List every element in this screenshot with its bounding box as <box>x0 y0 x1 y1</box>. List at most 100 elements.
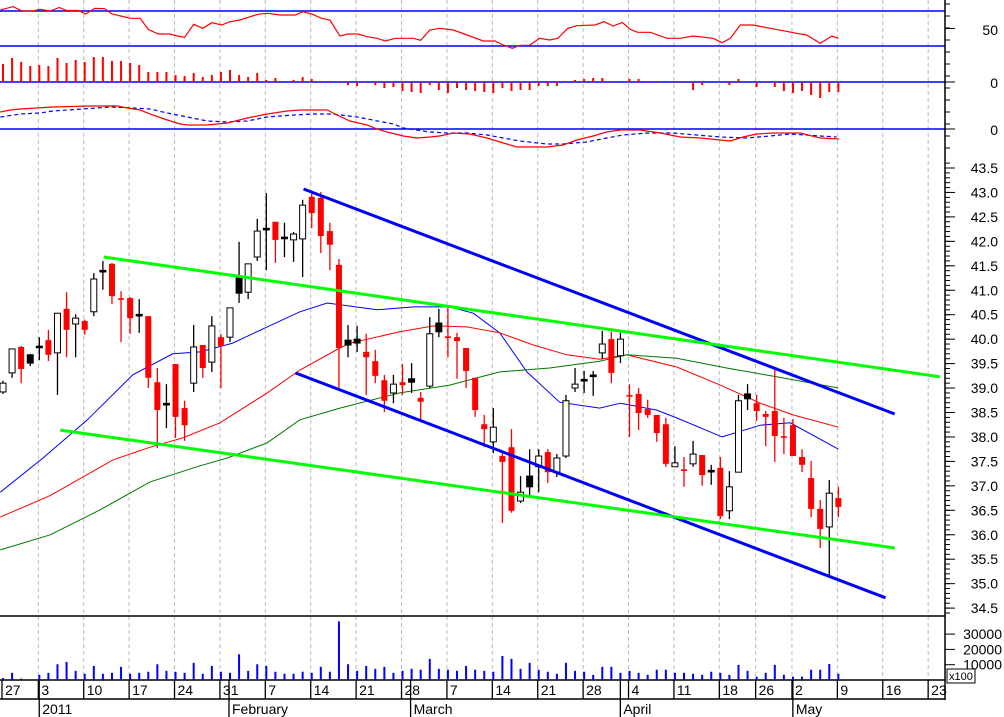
candle-body <box>753 403 760 412</box>
candle-body <box>108 263 115 297</box>
candle <box>780 417 787 455</box>
candle-body <box>444 336 451 338</box>
price-axis-label: 35.5 <box>971 551 998 567</box>
candle <box>35 337 43 361</box>
candle <box>18 345 25 384</box>
candle <box>535 449 543 493</box>
volume-unit-label: x100 <box>949 671 973 683</box>
candle-body <box>181 408 188 426</box>
price-axis-label: 42.5 <box>971 209 998 225</box>
candle-body <box>725 486 733 512</box>
candle-body <box>154 382 161 411</box>
candle <box>353 325 361 352</box>
candle <box>463 347 470 389</box>
month-label: March <box>414 701 453 717</box>
candle-body <box>825 492 833 528</box>
price-axis-label: 39.5 <box>971 356 998 372</box>
candle-body <box>544 452 551 473</box>
price-axis-label: 36.5 <box>971 502 998 518</box>
rsi-axis-label: 50 <box>982 22 998 38</box>
candle <box>744 384 752 411</box>
candle-body <box>162 402 170 406</box>
candle <box>118 291 125 343</box>
candle-body <box>580 378 588 382</box>
candle <box>272 221 279 263</box>
candle-body <box>172 364 179 417</box>
candle <box>299 199 307 278</box>
candle-body <box>280 236 288 240</box>
candle-body <box>717 467 724 517</box>
candle <box>262 192 270 271</box>
price-axis-label: 40.5 <box>971 307 998 323</box>
candle-body <box>589 374 597 378</box>
candle <box>399 364 406 395</box>
trend-line-lower-blue-channel <box>294 371 887 600</box>
price-axis-label: 39.0 <box>971 380 998 396</box>
candle <box>734 394 742 473</box>
candle <box>417 391 424 421</box>
candle <box>135 299 143 333</box>
price-axis-label: 41.0 <box>971 282 998 298</box>
date-tick-label: 9 <box>840 682 848 698</box>
candle-body <box>353 338 361 344</box>
candle <box>253 218 261 261</box>
candle <box>616 332 624 364</box>
candle-body <box>226 307 234 338</box>
volume-axis-label: 20000 <box>963 641 1002 657</box>
date-tick-label: 31 <box>223 682 239 698</box>
candle-body <box>290 233 298 241</box>
month-label: February <box>232 701 288 717</box>
candle <box>72 314 80 358</box>
candle-body <box>272 221 279 240</box>
candle-body <box>299 204 307 240</box>
month-label: 2011 <box>42 701 72 717</box>
candle <box>344 324 352 358</box>
candle-body <box>817 508 824 529</box>
candle <box>8 348 16 378</box>
candle <box>26 353 34 367</box>
candle <box>181 400 188 441</box>
date-tick-label: 11 <box>677 682 692 698</box>
candle-body <box>626 395 633 397</box>
candle-body <box>608 339 615 373</box>
candle-body <box>598 343 606 354</box>
candle <box>671 446 679 468</box>
candle-body <box>644 409 651 415</box>
candle <box>644 399 651 418</box>
candle <box>808 460 815 518</box>
month-label: April <box>623 701 651 717</box>
candle <box>280 222 288 257</box>
date-tick-label: 10 <box>87 682 103 698</box>
candle-body <box>99 269 107 273</box>
candle <box>444 307 451 358</box>
candle <box>389 374 397 404</box>
candle <box>154 368 161 449</box>
candle <box>317 191 324 254</box>
candle-body <box>463 347 470 371</box>
price-axis-label: 36.0 <box>971 527 998 543</box>
candle-body <box>408 378 416 383</box>
candle <box>108 262 115 304</box>
candle-body <box>780 436 787 438</box>
candle-body <box>762 413 769 417</box>
candle-body <box>771 411 778 436</box>
candle <box>454 332 460 379</box>
price-axis-label: 38.5 <box>971 405 998 421</box>
candle <box>517 476 525 503</box>
candle-body <box>317 197 324 236</box>
candle-body <box>8 348 16 374</box>
candle <box>799 449 806 473</box>
candle-body <box>562 400 570 457</box>
candle <box>290 232 298 262</box>
candle-body <box>72 317 80 325</box>
candle <box>372 349 379 384</box>
candle <box>335 258 342 391</box>
candle-body <box>616 338 624 357</box>
date-tick-label: 2 <box>795 682 803 698</box>
candle-body <box>472 377 479 411</box>
candle <box>580 370 588 393</box>
candle <box>699 455 706 486</box>
date-tick-label: 14 <box>495 682 511 698</box>
